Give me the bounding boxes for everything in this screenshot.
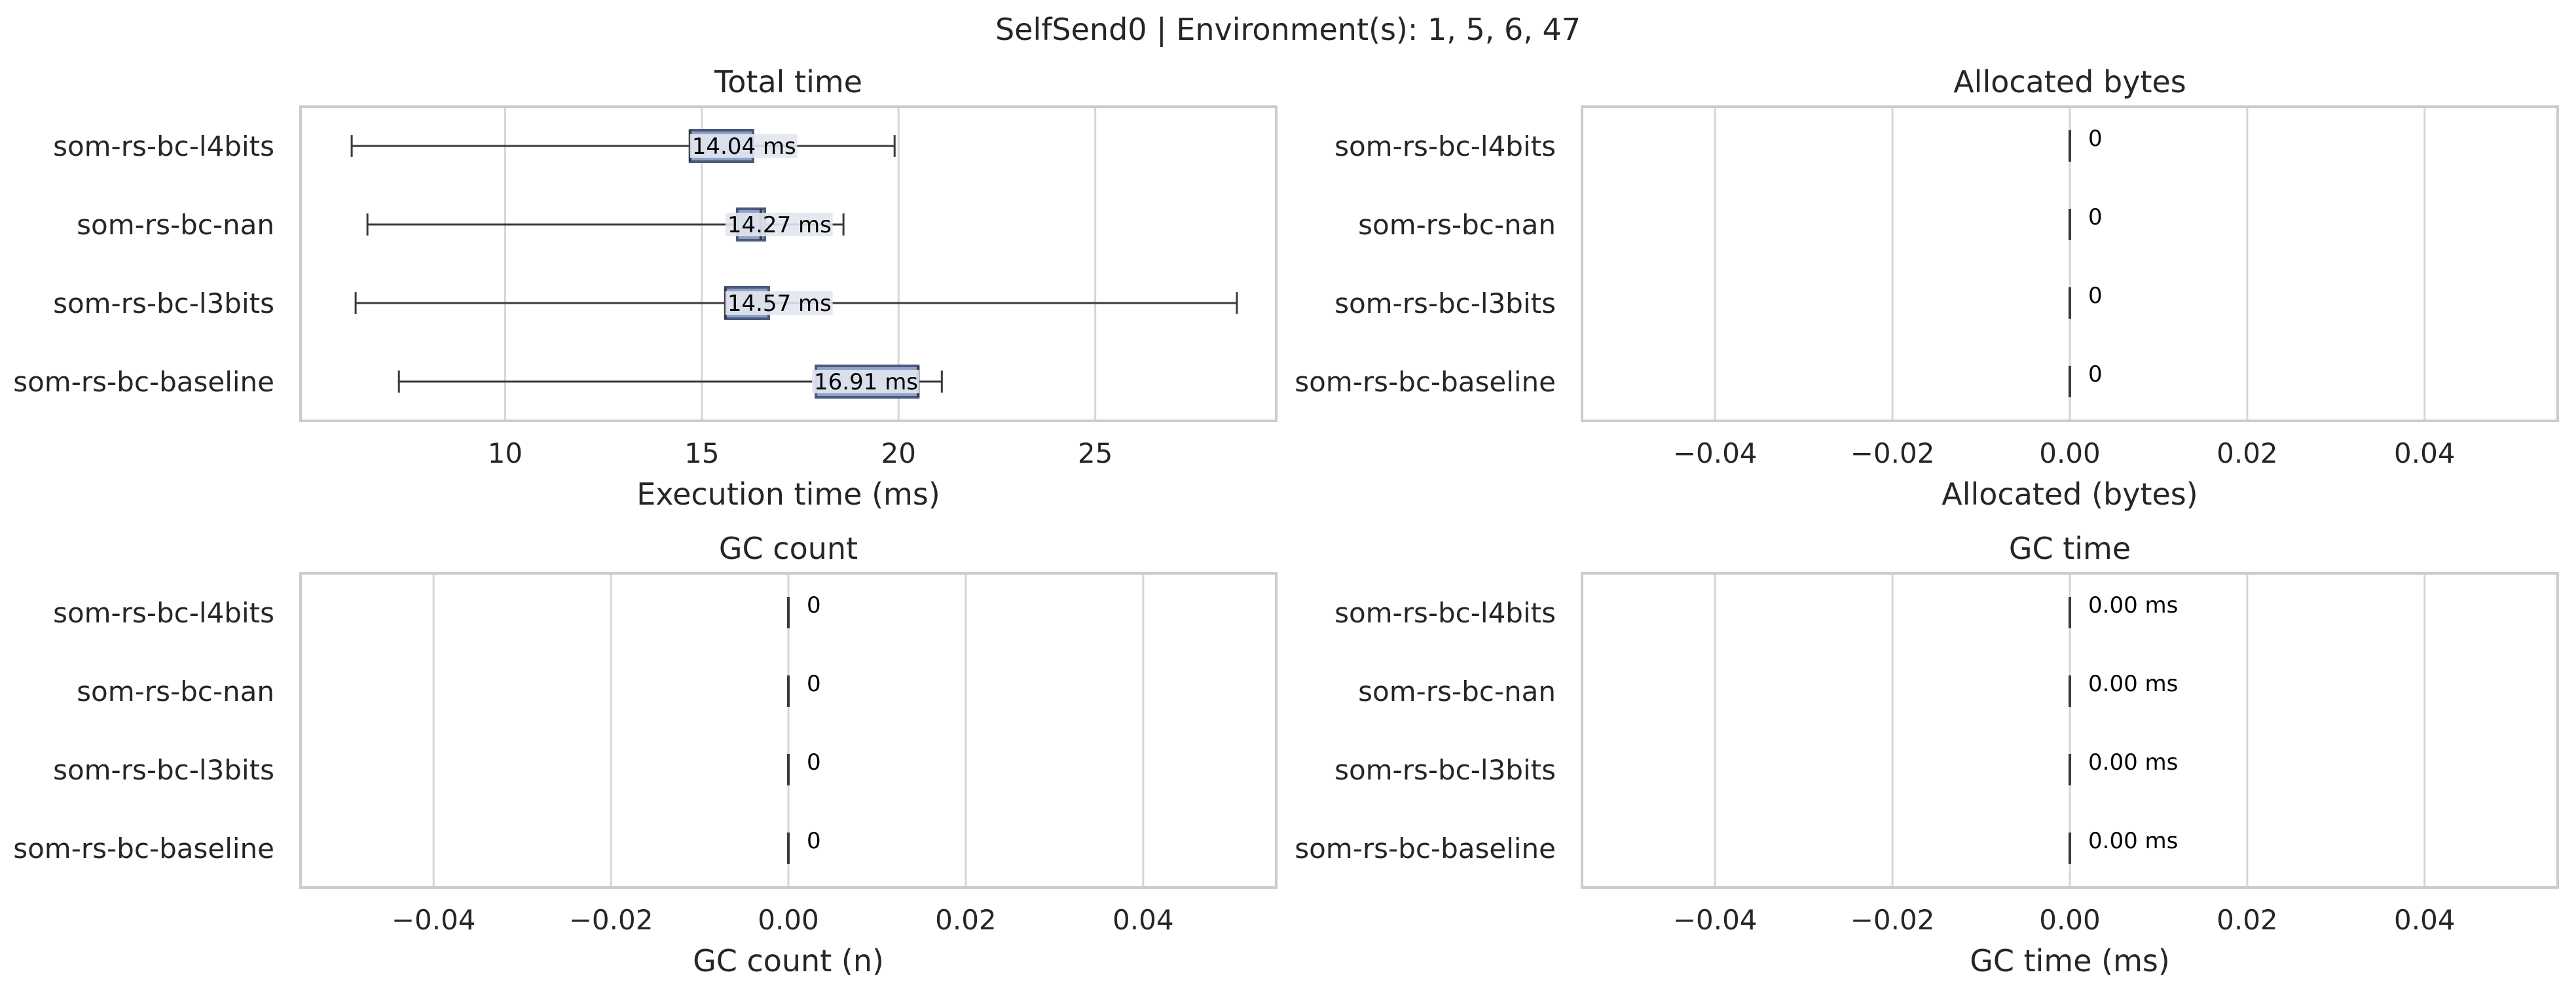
axes-frame: [299, 572, 1278, 889]
x-tick-label: −0.02: [1850, 437, 1935, 469]
x-tick-label: −0.02: [569, 904, 653, 936]
value-label: 0: [2088, 204, 2103, 230]
value-label: 0: [807, 828, 821, 854]
chart-panel-1: Total time 10 15 20 25 Execution time (ms) som…: [13, 64, 1278, 512]
value-label: 0: [2088, 126, 2103, 152]
y-category-label: som-rs-bc-baseline: [1295, 366, 1556, 398]
y-category-label: som-rs-bc-baseline: [13, 366, 274, 398]
x-tick-label: 0.02: [2217, 904, 2278, 936]
x-tick-label: 20: [881, 437, 915, 469]
x-tick-label: 0.02: [2217, 437, 2278, 469]
y-category-label: som-rs-bc-baseline: [1295, 833, 1556, 865]
y-category-label: som-rs-bc-nan: [77, 675, 274, 708]
x-tick-label: −0.04: [1673, 904, 1757, 936]
x-tick-label: 0.00: [2039, 904, 2101, 936]
value-label: 0.00 ms: [2088, 592, 2178, 619]
x-tick-label: −0.02: [1850, 904, 1935, 936]
y-category-label: som-rs-bc-l3bits: [1334, 754, 1556, 786]
x-axis-label: GC time (ms): [1970, 943, 2170, 978]
value-label-bg: [725, 213, 833, 236]
value-label: 0: [2088, 361, 2103, 387]
y-category-label: som-rs-bc-l4bits: [53, 597, 274, 629]
axes-frame: [1581, 105, 2559, 422]
value-label: 0: [2088, 283, 2103, 309]
figure-title: SelfSend0 | Environment(s): 1, 5, 6, 47: [995, 12, 1581, 47]
panel-title: Allocated bytes: [1953, 64, 2186, 99]
x-axis-label: Allocated (bytes): [1941, 476, 2198, 512]
panel-title: Total time: [714, 64, 862, 99]
y-category-label: som-rs-bc-l3bits: [1334, 287, 1556, 319]
x-tick-label: 10: [488, 437, 523, 469]
x-tick-label: 0.04: [2394, 437, 2456, 469]
x-tick-label: 0.00: [2039, 437, 2101, 469]
value-label: 0: [807, 749, 821, 776]
value-label: 0.00 ms: [2088, 671, 2178, 697]
y-category-label: som-rs-bc-l3bits: [53, 287, 274, 319]
value-label: 0: [807, 592, 821, 619]
y-category-label: som-rs-bc-nan: [77, 209, 274, 241]
y-category-label: som-rs-bc-l4bits: [1334, 597, 1556, 629]
value-label-bg: [812, 370, 919, 393]
value-label-bg: [690, 134, 798, 158]
chart-panel-3: GC count −0.04 −0.02 0.00 0.02 0.04 GC count (…: [13, 531, 1278, 978]
y-category-label: som-rs-bc-l3bits: [53, 754, 274, 786]
value-label: 14.04 ms: [692, 134, 796, 160]
y-category-label: som-rs-bc-l4bits: [1334, 130, 1556, 162]
y-category-label: som-rs-bc-l4bits: [53, 130, 274, 162]
x-tick-label: −0.04: [392, 904, 476, 936]
x-tick-label: 0.04: [1113, 904, 1174, 936]
x-axis-label: Execution time (ms): [636, 476, 940, 512]
chart-panel-2: Allocated bytes −0.04 −0.02 0.00 0.02 0.04 All…: [1295, 64, 2559, 512]
panel-title: GC time: [2009, 531, 2131, 566]
y-category-label: som-rs-bc-nan: [1358, 209, 1556, 241]
axes-frame: [1581, 572, 2559, 889]
y-category-label: som-rs-bc-baseline: [13, 833, 274, 865]
value-label-bg: [725, 291, 833, 315]
x-tick-label: 0.02: [935, 904, 997, 936]
panel-title: GC count: [719, 531, 858, 566]
value-label: 14.27 ms: [727, 212, 832, 238]
x-tick-label: 25: [1078, 437, 1113, 469]
x-tick-label: 0.00: [758, 904, 819, 936]
axes-frame: [299, 105, 1278, 422]
chart-panel-4: GC time −0.04 −0.02 0.00 0.02 0.04 GC time (ms…: [1295, 531, 2559, 978]
x-tick-label: 0.04: [2394, 904, 2456, 936]
value-label: 0: [807, 671, 821, 697]
x-tick-label: −0.04: [1673, 437, 1757, 469]
value-label: 16.91 ms: [814, 369, 918, 395]
x-axis-label: GC count (n): [693, 943, 884, 978]
x-tick-label: 15: [684, 437, 719, 469]
y-category-label: som-rs-bc-nan: [1358, 675, 1556, 708]
value-label: 14.57 ms: [727, 291, 832, 317]
value-label: 0.00 ms: [2088, 828, 2178, 854]
value-label: 0.00 ms: [2088, 749, 2178, 776]
